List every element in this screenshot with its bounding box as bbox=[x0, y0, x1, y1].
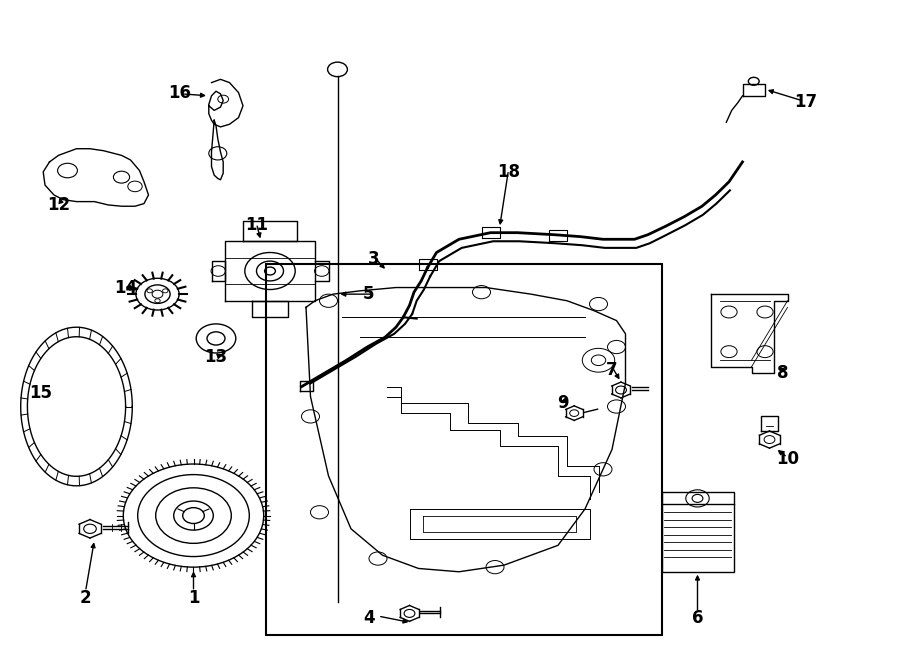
Text: 17: 17 bbox=[794, 93, 817, 112]
Bar bbox=[266, 264, 662, 635]
Text: 9: 9 bbox=[557, 394, 568, 412]
Text: 3: 3 bbox=[368, 250, 379, 268]
Text: 11: 11 bbox=[245, 215, 268, 234]
Text: 10: 10 bbox=[776, 450, 799, 469]
Text: 2: 2 bbox=[80, 589, 91, 607]
Text: 7: 7 bbox=[607, 361, 617, 379]
Text: 18: 18 bbox=[497, 163, 520, 181]
Bar bbox=[662, 492, 734, 572]
Text: 5: 5 bbox=[364, 285, 374, 303]
Text: 6: 6 bbox=[692, 609, 703, 627]
Text: 16: 16 bbox=[168, 83, 192, 102]
Text: 1: 1 bbox=[188, 589, 199, 607]
Text: 8: 8 bbox=[778, 364, 788, 383]
Text: 12: 12 bbox=[47, 196, 70, 214]
Text: 15: 15 bbox=[29, 384, 52, 403]
Text: 13: 13 bbox=[204, 348, 228, 366]
Text: 14: 14 bbox=[114, 278, 138, 297]
Text: 4: 4 bbox=[364, 609, 374, 627]
